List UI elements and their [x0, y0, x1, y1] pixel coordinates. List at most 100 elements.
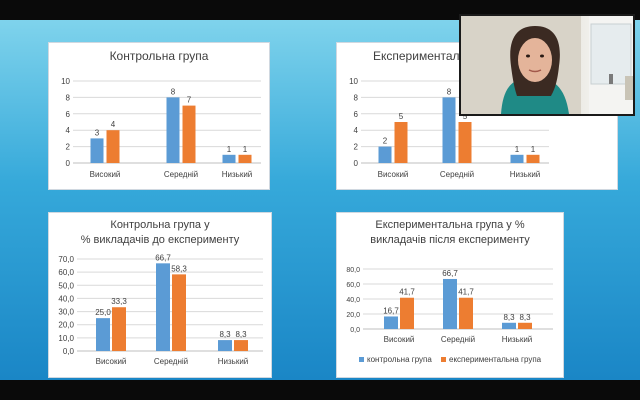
bar-series2 — [172, 274, 186, 351]
chart-title-line: Контрольна група у — [110, 219, 210, 231]
y-tick-label: 10,0 — [58, 334, 74, 343]
y-tick-label: 30,0 — [58, 308, 74, 317]
chart-svg: Експериментальна 0 2 4 6 8 10 Високий Середній Ни… — [349, 49, 549, 179]
y-tick-label: 20,0 — [58, 321, 74, 330]
legend-swatch — [359, 357, 364, 362]
bar-series1 — [443, 278, 457, 329]
y-tick-label: 60,0 — [58, 268, 74, 277]
y-tick-label: 4 — [66, 126, 71, 135]
chart-title-line: викладачів після експерименту — [370, 234, 530, 246]
chart-title: Експериментальна група у % викладачів піс… — [370, 219, 530, 246]
data-label: 1 — [227, 145, 232, 154]
data-label: 5 — [399, 112, 404, 121]
chart-title: Експериментальна — [373, 49, 479, 63]
data-label: 5 — [463, 112, 468, 121]
chart-panel-control-group: Контрольна група 0 2 4 6 8 10 Високий Середній Ни… — [48, 42, 270, 190]
data-label: 1 — [243, 145, 248, 154]
y-tick-label: 0,0 — [63, 347, 75, 356]
bar-series1 — [502, 322, 516, 329]
y-tick-label: 40,0 — [58, 294, 74, 303]
chart-panel-control-percent: Контрольна група у % викладачів до експер… — [48, 212, 272, 378]
bar-series2 — [400, 297, 414, 329]
chart-svg: Експериментальна група у % викладачів піс… — [346, 219, 553, 364]
data-label: 58,3 — [171, 264, 187, 273]
data-label: 7 — [187, 96, 192, 105]
bar-series2 — [518, 322, 532, 329]
y-tick-label: 8 — [66, 93, 71, 102]
data-label: 66,7 — [442, 269, 458, 278]
bar-series2 — [526, 154, 540, 163]
y-tick-label: 70,0 — [58, 255, 74, 264]
bar-series2 — [238, 154, 252, 163]
bar-series1 — [90, 138, 104, 163]
data-label: 4 — [111, 120, 116, 129]
bar-series2 — [394, 122, 408, 163]
bar-series1 — [96, 318, 110, 351]
bar-series1 — [218, 340, 232, 351]
bar-series1 — [384, 316, 398, 329]
x-category-label: Середній — [154, 357, 188, 366]
data-label: 16,7 — [383, 306, 399, 315]
x-category-label: Низький — [510, 170, 541, 179]
y-tick-label: 20,0 — [346, 312, 360, 319]
participant-video-icon — [461, 16, 633, 114]
y-tick-label: 8 — [354, 93, 359, 102]
data-label: 41,7 — [399, 288, 415, 297]
chart-panel-experimental-percent: Експериментальна група у % викладачів піс… — [336, 212, 564, 378]
y-tick-label: 0 — [354, 159, 359, 168]
chart-svg: Контрольна група 0 2 4 6 8 10 Високий Середній Ни… — [61, 49, 261, 179]
y-tick-label: 10 — [61, 77, 70, 86]
bar-series2 — [106, 130, 120, 163]
legend-entry: експериментальна група — [449, 355, 542, 364]
x-category-label: Високий — [90, 170, 121, 179]
y-tick-label: 0 — [66, 159, 71, 168]
data-label: 8,3 — [219, 330, 231, 339]
bar-series2 — [234, 340, 248, 351]
bottom-black-bar — [0, 380, 640, 400]
data-label: 8 — [171, 87, 176, 96]
y-tick-label: 4 — [354, 126, 359, 135]
y-tick-label: 40,0 — [346, 297, 360, 304]
x-category-label: Високий — [96, 357, 127, 366]
x-category-label: Високий — [384, 335, 415, 344]
chart-title: Контрольна група — [110, 49, 209, 63]
y-tick-label: 10 — [349, 77, 358, 86]
bar-series2 — [459, 297, 473, 329]
chart-title-line: Експериментальна група у % — [375, 219, 524, 231]
bar-series2 — [458, 122, 472, 163]
y-tick-label: 6 — [66, 110, 71, 119]
x-category-label: Середній — [164, 170, 198, 179]
y-tick-label: 2 — [66, 143, 71, 152]
chart-title-line: % викладачів до експерименту — [81, 234, 240, 246]
bar-series1 — [222, 154, 236, 163]
x-category-label: Низький — [502, 335, 533, 344]
data-label: 33,3 — [111, 297, 127, 306]
bar-series2 — [182, 105, 196, 163]
y-tick-label: 60,0 — [346, 282, 360, 289]
y-tick-label: 6 — [354, 110, 359, 119]
data-label: 66,7 — [155, 253, 171, 262]
data-label: 3 — [95, 128, 100, 137]
x-category-label: Високий — [378, 170, 409, 179]
y-tick-label: 50,0 — [58, 281, 74, 290]
participant-video — [459, 14, 635, 116]
bar-series1 — [378, 146, 392, 163]
legend-entry: контрольна група — [367, 355, 432, 364]
data-label: 41,7 — [458, 288, 474, 297]
data-label: 2 — [383, 137, 388, 146]
bar-series1 — [166, 97, 180, 163]
bar-series2 — [112, 307, 126, 351]
data-label: 25,0 — [95, 308, 111, 317]
data-label: 8,3 — [235, 330, 247, 339]
x-category-label: Низький — [222, 170, 253, 179]
data-label: 8,3 — [503, 313, 515, 322]
y-tick-label: 80,0 — [346, 267, 360, 274]
data-label: 1 — [531, 145, 536, 154]
y-tick-label: 2 — [354, 143, 359, 152]
bar-series1 — [442, 97, 456, 163]
data-label: 8,3 — [519, 313, 531, 322]
y-tick-label: 0,0 — [350, 327, 360, 334]
legend-swatch — [441, 357, 446, 362]
data-label: 1 — [515, 145, 520, 154]
x-category-label: Низький — [218, 357, 249, 366]
